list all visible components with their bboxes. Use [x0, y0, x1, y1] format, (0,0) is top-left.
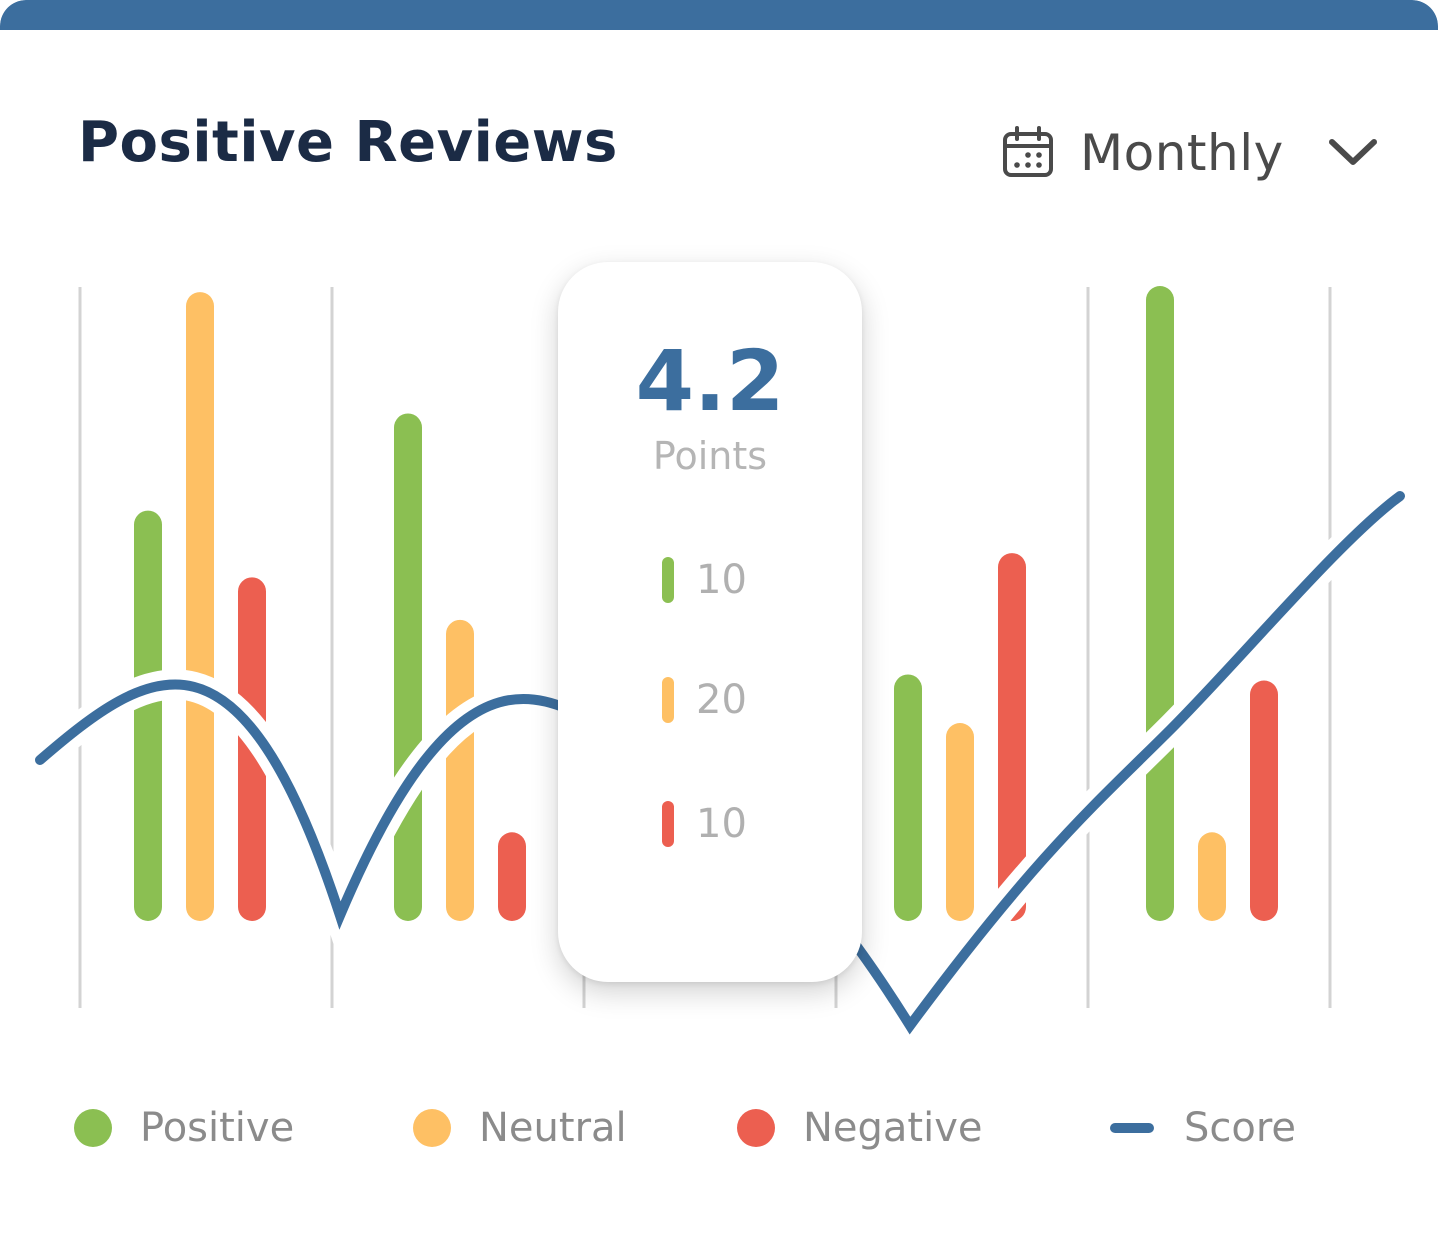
legend-positive-swatch	[74, 1109, 112, 1147]
card-title: Positive Reviews	[78, 110, 618, 175]
tooltip-score-unit: Points	[652, 434, 768, 478]
score-tooltip: 4.2 Points 10 20 10	[558, 262, 862, 982]
legend-score-swatch	[1110, 1123, 1154, 1133]
legend-negative-swatch	[737, 1109, 775, 1147]
legend-score[interactable]: Score	[1110, 1100, 1296, 1156]
period-dropdown[interactable]: Monthly	[1000, 118, 1390, 188]
tooltip-neutral-value: 20	[696, 677, 747, 723]
tooltip-row-neutral: 20	[662, 674, 747, 726]
period-label: Monthly	[1080, 124, 1284, 182]
tooltip-neutral-marker	[662, 677, 674, 723]
tooltip-positive-value: 10	[696, 557, 747, 603]
legend-neutral-swatch	[413, 1109, 451, 1147]
legend-neutral-label: Neutral	[479, 1105, 627, 1151]
tooltip-row-negative: 10	[662, 798, 747, 850]
tooltip-positive-marker	[662, 557, 674, 603]
legend-neutral[interactable]: Neutral	[413, 1100, 627, 1156]
legend-positive[interactable]: Positive	[74, 1100, 294, 1156]
chevron-down-icon	[1329, 139, 1377, 165]
tooltip-negative-marker	[662, 801, 674, 847]
legend-positive-label: Positive	[140, 1105, 295, 1151]
legend-score-label: Score	[1184, 1105, 1297, 1151]
legend-negative-label: Negative	[803, 1105, 983, 1151]
tooltip-score-value: 4.2	[635, 332, 785, 430]
tooltip-negative-value: 10	[696, 801, 747, 847]
tooltip-row-positive: 10	[662, 554, 747, 606]
legend-negative[interactable]: Negative	[737, 1100, 983, 1156]
card-top-accent	[0, 0, 1438, 30]
calendar-icon	[1003, 126, 1053, 177]
